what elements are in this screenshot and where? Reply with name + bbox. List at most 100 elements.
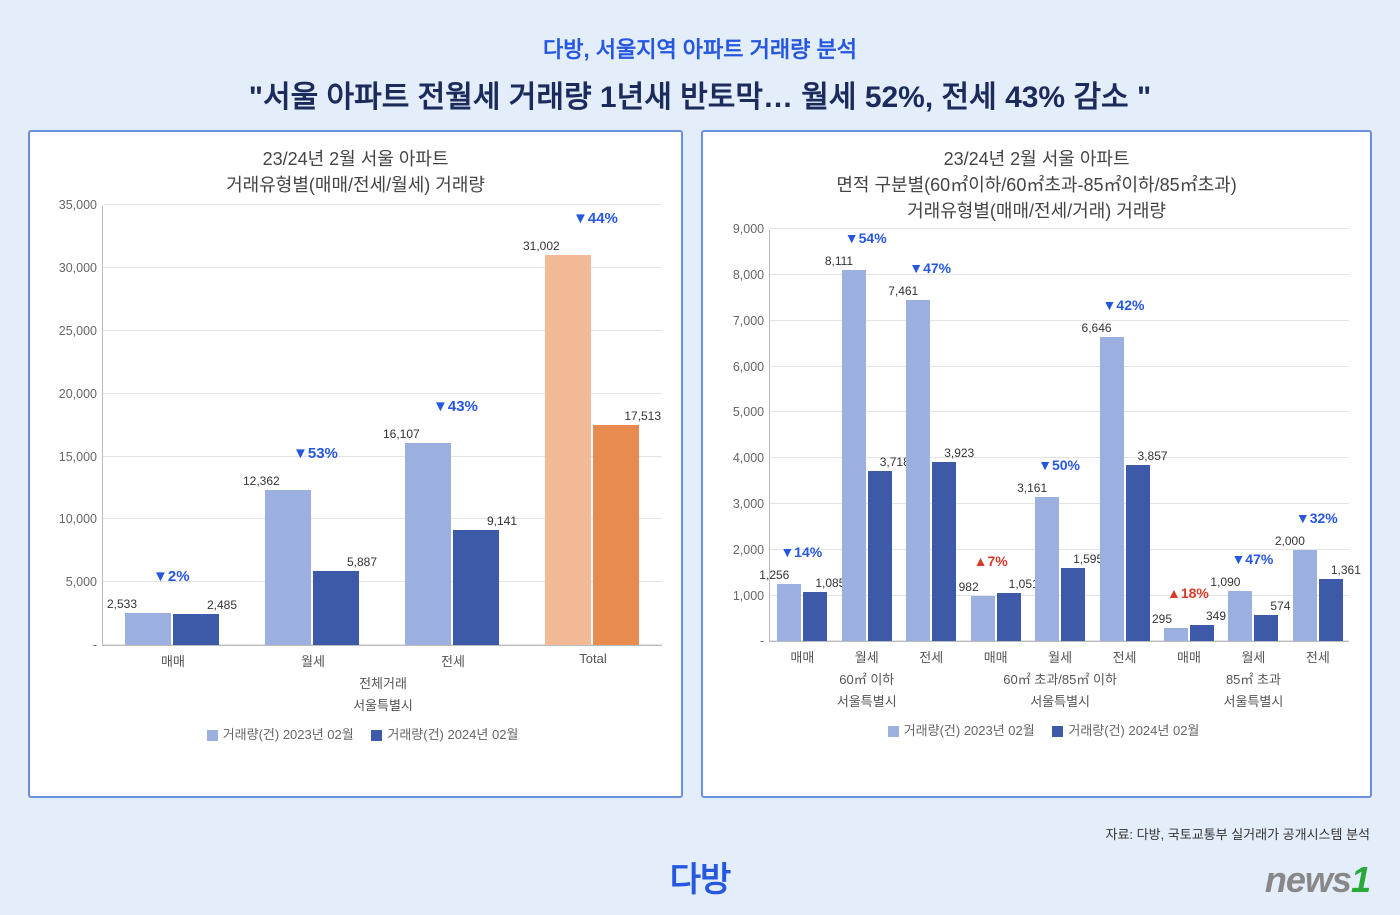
bar-value: 3,161 — [1017, 481, 1047, 495]
bar-value: 1,090 — [1210, 575, 1240, 589]
bar-value: 2,485 — [207, 598, 237, 612]
chart-left-legend: 거래량(건) 2023년 02월 거래량(건) 2024년 02월 — [48, 724, 663, 743]
legend-swatch-2024 — [1052, 726, 1063, 737]
legend-swatch-2023 — [888, 726, 899, 737]
bar-value: 295 — [1152, 612, 1172, 626]
footer-logo: 다방 — [670, 852, 731, 901]
ytick: 6,000 — [733, 360, 770, 374]
chart-right-title-l2: 면적 구분별(60㎡이하/60㎡초과-85㎡이하/85㎡초과) — [721, 172, 1352, 198]
bar-group: 8,1113,718 — [842, 270, 892, 641]
ytick: - — [93, 638, 103, 652]
bar-value: 7,461 — [888, 284, 918, 298]
legend-label-2024: 거래량(건) 2024년 02월 — [1068, 723, 1199, 738]
bar-2023: 7,461 — [906, 300, 930, 642]
bar-value: 574 — [1270, 599, 1290, 613]
chart-left-title-l1: 23/24년 2월 서울 아파트 — [48, 146, 663, 172]
pct-change-label: ▲7% — [974, 553, 1008, 569]
x-category: 매매 — [161, 645, 185, 670]
header: 다방, 서울지역 아파트 거래량 분석 "서울 아파트 전월세 거래량 1년새 … — [0, 0, 1400, 130]
x-category: 전세 — [441, 645, 465, 670]
bar-2023: 982 — [971, 596, 995, 641]
bar-2024: 3,857 — [1126, 465, 1150, 642]
pct-change-label: ▼32% — [1296, 510, 1338, 526]
bar-value: 3,857 — [1138, 449, 1168, 463]
x-category: Total — [579, 645, 606, 666]
ytick: 25,000 — [59, 324, 103, 338]
legend-label-2024: 거래량(건) 2024년 02월 — [387, 727, 518, 742]
bar-2023: 12,362 — [265, 490, 311, 645]
bar-value: 2,000 — [1275, 534, 1305, 548]
bar-value: 982 — [959, 580, 979, 594]
x-category: 전세 — [1306, 641, 1330, 666]
ytick: 8,000 — [733, 268, 770, 282]
bar-group: 31,00217,513 — [545, 255, 639, 645]
chart-left-title-l2: 거래유형별(매매/전세/월세) 거래량 — [48, 172, 663, 198]
pct-change-label: ▼42% — [1103, 297, 1145, 313]
pct-change-label: ▼2% — [153, 568, 190, 585]
bar-value: 12,362 — [243, 474, 280, 488]
ytick: 4,000 — [733, 451, 770, 465]
chart-right-title: 23/24년 2월 서울 아파트 면적 구분별(60㎡이하/60㎡초과-85㎡이… — [721, 146, 1352, 224]
ytick: 35,000 — [59, 198, 103, 212]
bar-group: 295349 — [1164, 625, 1214, 641]
news-logo: news1 — [1265, 859, 1370, 901]
ytick: 10,000 — [59, 512, 103, 526]
pct-change-label: ▼44% — [573, 210, 618, 227]
ytick: 15,000 — [59, 450, 103, 464]
bar-2024: 1,085 — [803, 592, 827, 642]
bar-value: 6,646 — [1082, 321, 1112, 335]
ytick: 30,000 — [59, 261, 103, 275]
chart-left-title: 23/24년 2월 서울 아파트 거래유형별(매매/전세/월세) 거래량 — [48, 146, 663, 198]
pct-change-label: ▼54% — [845, 230, 887, 246]
bar-2023: 31,002 — [545, 255, 591, 645]
chart-right-legend: 거래량(건) 2023년 02월 거래량(건) 2024년 02월 — [721, 720, 1352, 739]
bar-group: 9821,051 — [971, 593, 1021, 641]
bar-2024: 1,051 — [997, 593, 1021, 641]
ytick: 5,000 — [733, 405, 770, 419]
bar-group: 2,0001,361 — [1293, 550, 1343, 642]
x-region-label: 서울특별시 — [1224, 641, 1284, 710]
pct-change-label: ▼14% — [780, 544, 822, 560]
chart-right-title-l1: 23/24년 2월 서울 아파트 — [721, 146, 1352, 172]
source-text: 자료: 다방, 국토교통부 실거래가 공개시스템 분석 — [1106, 824, 1370, 843]
bar-2024: 2,485 — [173, 614, 219, 645]
header-title: "서울 아파트 전월세 거래량 1년새 반토막… 월세 52%, 전세 43% … — [20, 72, 1380, 116]
bar-2023: 3,161 — [1035, 497, 1059, 642]
ytick: 3,000 — [733, 497, 770, 511]
charts-row: 23/24년 2월 서울 아파트 거래유형별(매매/전세/월세) 거래량 -5,… — [0, 130, 1400, 798]
legend-label-2023: 거래량(건) 2023년 02월 — [904, 723, 1035, 738]
chart-right-title-l3: 거래유형별(매매/전세/거래) 거래량 — [721, 198, 1352, 224]
x-category: 매매 — [1177, 641, 1201, 666]
bar-group: 1,2561,085 — [777, 584, 827, 641]
bar-value: 1,361 — [1331, 563, 1361, 577]
bar-group: 16,1079,141 — [405, 443, 499, 645]
bar-value: 17,513 — [624, 409, 661, 423]
bar-value: 31,002 — [523, 239, 560, 253]
chart-left-panel: 23/24년 2월 서울 아파트 거래유형별(매매/전세/월세) 거래량 -5,… — [28, 130, 683, 798]
chart-right-panel: 23/24년 2월 서울 아파트 면적 구분별(60㎡이하/60㎡초과-85㎡이… — [701, 130, 1372, 798]
bar-2024: 17,513 — [593, 425, 639, 645]
bar-2023: 1,256 — [777, 584, 801, 641]
x-category: 전세 — [919, 641, 943, 666]
legend-swatch-2024 — [371, 730, 382, 741]
bar-group: 1,090574 — [1228, 591, 1278, 641]
bar-2023: 8,111 — [842, 270, 866, 641]
bar-value: 2,533 — [107, 597, 137, 611]
ytick: 1,000 — [733, 589, 770, 603]
bar-2024: 574 — [1254, 615, 1278, 641]
news-one: 1 — [1351, 859, 1370, 900]
bar-group: 3,1611,595 — [1035, 497, 1085, 642]
ytick: 5,000 — [66, 575, 103, 589]
bar-2023: 295 — [1164, 628, 1188, 642]
bar-2024: 3,718 — [868, 471, 892, 641]
chart-left-plot: -5,00010,00015,00020,00025,00030,00035,0… — [102, 206, 662, 646]
legend-label-2023: 거래량(건) 2023년 02월 — [223, 727, 354, 742]
news-brand: news — [1265, 859, 1351, 900]
pct-change-label: ▼53% — [293, 445, 338, 462]
bar-2023: 2,533 — [125, 613, 171, 645]
bar-2023: 16,107 — [405, 443, 451, 645]
x-region-label: 서울특별시 — [837, 641, 897, 710]
bar-value: 349 — [1206, 609, 1226, 623]
bar-2023: 2,000 — [1293, 550, 1317, 642]
bar-2024: 9,141 — [453, 530, 499, 645]
